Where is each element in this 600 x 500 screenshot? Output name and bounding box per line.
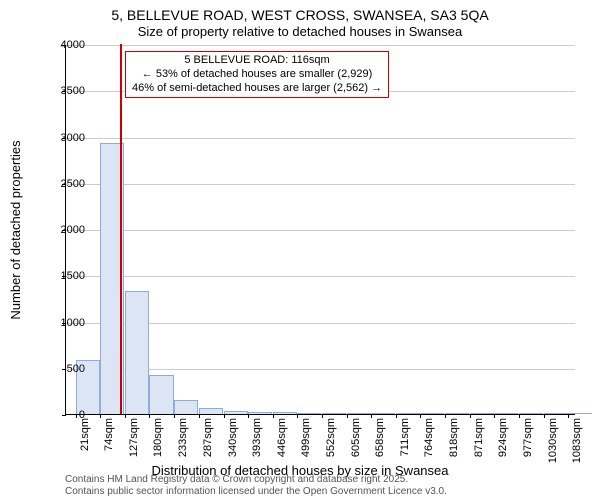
xtick-label: 658sqm [374, 418, 386, 457]
xtick-label: 499sqm [300, 418, 312, 457]
histogram-bar [347, 413, 371, 414]
xtick-mark [445, 414, 446, 418]
ytick-label: 3000 [45, 132, 85, 144]
xtick-mark [199, 414, 200, 418]
ytick-label: 4000 [45, 39, 85, 51]
histogram-bar [273, 412, 297, 414]
histogram-bar [396, 413, 420, 414]
footer-attribution: Contains HM Land Registry data © Crown c… [65, 474, 447, 498]
xtick-label: 605sqm [350, 418, 362, 457]
xtick-label: 233sqm [177, 418, 189, 457]
footer-line-1: Contains HM Land Registry data © Crown c… [65, 474, 447, 486]
histogram-bar [248, 412, 272, 414]
xtick-label: 552sqm [325, 418, 337, 457]
xtick-label: 871sqm [473, 418, 485, 457]
plot-area [65, 45, 575, 415]
xtick-mark [174, 414, 175, 418]
ytick-label: 500 [45, 363, 85, 375]
histogram-bar [568, 413, 592, 414]
gridline [66, 276, 575, 277]
ytick-label: 2500 [45, 178, 85, 190]
ytick-label: 0 [45, 409, 85, 421]
xtick-mark [494, 414, 495, 418]
xtick-label: 977sqm [522, 418, 534, 457]
xtick-label: 924sqm [497, 418, 509, 457]
histogram-chart: 5 BELLEVUE ROAD: 116sqm ← 53% of detache… [65, 45, 575, 415]
gridline [66, 45, 575, 46]
reference-line [120, 44, 122, 414]
histogram-bar [420, 413, 444, 414]
gridline [66, 230, 575, 231]
xtick-label: 711sqm [399, 418, 411, 456]
histogram-bar [297, 413, 321, 414]
histogram-bar [224, 411, 248, 414]
xtick-label: 764sqm [423, 418, 435, 457]
ytick-label: 3500 [45, 85, 85, 97]
histogram-bar [544, 413, 568, 414]
xtick-label: 180sqm [152, 418, 164, 457]
xtick-label: 1083sqm [571, 418, 583, 463]
histogram-bar [149, 375, 173, 414]
y-axis-label: Number of detached properties [8, 140, 23, 319]
xtick-label: 74sqm [103, 418, 115, 451]
xtick-mark [420, 414, 421, 418]
xtick-label: 127sqm [128, 418, 140, 457]
histogram-bar [125, 291, 149, 414]
xtick-label: 287sqm [202, 418, 214, 457]
xtick-label: 818sqm [448, 418, 460, 457]
histogram-bar [322, 413, 346, 414]
ytick-label: 2000 [45, 224, 85, 236]
footer-line-2: Contains public sector information licen… [65, 486, 447, 498]
xtick-mark [248, 414, 249, 418]
xtick-mark [347, 414, 348, 418]
xtick-mark [470, 414, 471, 418]
xtick-mark [322, 414, 323, 418]
ytick-label: 1500 [45, 270, 85, 282]
annotation-line-1: 5 BELLEVUE ROAD: 116sqm [132, 54, 382, 68]
ytick-label: 1000 [45, 317, 85, 329]
page-title: 5, BELLEVUE ROAD, WEST CROSS, SWANSEA, S… [0, 0, 600, 24]
xtick-mark [100, 414, 101, 418]
xtick-mark [297, 414, 298, 418]
xtick-label: 393sqm [251, 418, 263, 457]
gridline [66, 184, 575, 185]
annotation-box: 5 BELLEVUE ROAD: 116sqm ← 53% of detache… [125, 51, 389, 98]
annotation-line-2: ← 53% of detached houses are smaller (2,… [132, 68, 382, 82]
histogram-bar [445, 413, 469, 414]
xtick-mark [273, 414, 274, 418]
annotation-line-3: 46% of semi-detached houses are larger (… [132, 82, 382, 96]
xtick-mark [149, 414, 150, 418]
histogram-bar [470, 413, 494, 414]
xtick-label: 21sqm [79, 418, 91, 451]
xtick-mark [544, 414, 545, 418]
histogram-bar [174, 400, 198, 414]
xtick-mark [371, 414, 372, 418]
page-subtitle: Size of property relative to detached ho… [0, 24, 600, 41]
histogram-bar [371, 413, 395, 414]
histogram-bar [519, 413, 543, 414]
xtick-mark [224, 414, 225, 418]
xtick-mark [568, 414, 569, 418]
xtick-mark [125, 414, 126, 418]
xtick-label: 446sqm [276, 418, 288, 457]
xtick-label: 340sqm [227, 418, 239, 457]
histogram-bar [494, 413, 518, 414]
gridline [66, 138, 575, 139]
histogram-bar [199, 408, 223, 414]
xtick-mark [519, 414, 520, 418]
xtick-label: 1030sqm [547, 418, 559, 463]
xtick-mark [396, 414, 397, 418]
